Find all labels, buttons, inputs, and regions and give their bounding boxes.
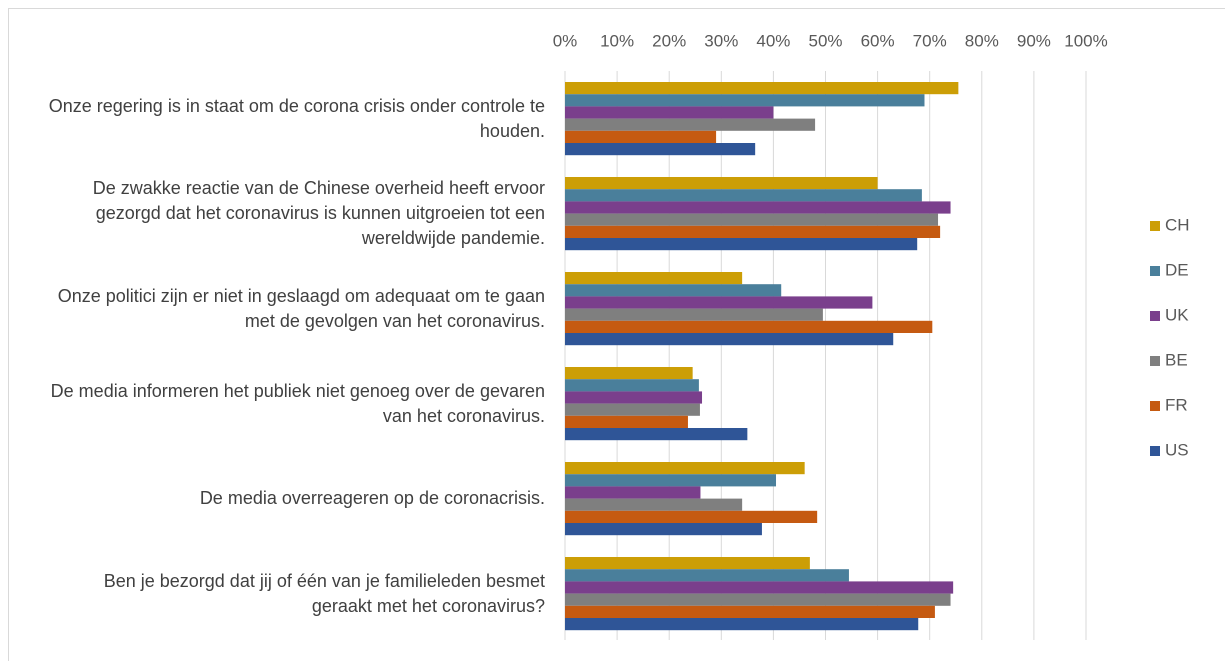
x-tick-label: 40% bbox=[756, 31, 790, 50]
x-tick-label: 80% bbox=[965, 31, 999, 50]
bar bbox=[565, 403, 700, 416]
bar bbox=[565, 118, 816, 131]
bar bbox=[565, 82, 959, 95]
bar bbox=[565, 296, 873, 309]
chart-frame bbox=[8, 8, 1225, 661]
bar bbox=[565, 510, 818, 523]
legend-label: CH bbox=[1165, 215, 1190, 234]
bar bbox=[565, 605, 935, 618]
legend-label: DE bbox=[1165, 260, 1189, 279]
bar bbox=[565, 379, 699, 392]
legend-swatch bbox=[1150, 311, 1160, 321]
x-tick-label: 10% bbox=[600, 31, 634, 50]
legend-swatch bbox=[1150, 356, 1160, 366]
x-tick-label: 100% bbox=[1064, 31, 1107, 50]
bar bbox=[565, 557, 810, 570]
bar bbox=[565, 130, 717, 143]
legend-swatch bbox=[1150, 446, 1160, 456]
x-tick-label: 50% bbox=[808, 31, 842, 50]
legend-swatch bbox=[1150, 221, 1160, 231]
bar bbox=[565, 189, 922, 202]
x-tick-label: 20% bbox=[652, 31, 686, 50]
category-label: Onze regering is in staat om de corona c… bbox=[48, 95, 545, 141]
x-tick-label: 60% bbox=[861, 31, 895, 50]
category-label: De zwakke reactie van de Chinese overhei… bbox=[92, 178, 545, 248]
bar bbox=[565, 201, 951, 214]
bar bbox=[565, 474, 777, 487]
bar bbox=[565, 486, 701, 499]
x-tick-label: 0% bbox=[553, 31, 578, 50]
legend-swatch bbox=[1150, 266, 1160, 276]
bar bbox=[565, 238, 918, 251]
bar bbox=[565, 367, 693, 380]
category-label: De media informeren het publiek niet gen… bbox=[50, 380, 545, 426]
bar bbox=[565, 272, 743, 285]
category-label: De media overreageren op de coronacrisis… bbox=[199, 488, 545, 508]
bar bbox=[565, 391, 703, 404]
bar bbox=[565, 498, 743, 511]
bar bbox=[565, 618, 919, 631]
bar bbox=[565, 284, 782, 297]
bar bbox=[565, 308, 823, 321]
bar bbox=[565, 523, 762, 536]
bar bbox=[565, 213, 939, 226]
bar bbox=[565, 428, 748, 441]
bar bbox=[565, 225, 941, 238]
category-label: Ben je bezorgd dat jij of één van je fam… bbox=[103, 570, 545, 616]
category-label: Onze politici zijn er niet in geslaagd o… bbox=[57, 285, 545, 331]
bar bbox=[565, 177, 878, 190]
x-tick-label: 30% bbox=[704, 31, 738, 50]
bar bbox=[565, 106, 774, 119]
legend-label: US bbox=[1165, 440, 1189, 459]
bar bbox=[565, 581, 954, 594]
bar bbox=[565, 333, 894, 346]
bar bbox=[565, 94, 925, 107]
x-tick-label: 90% bbox=[1017, 31, 1051, 50]
bar bbox=[565, 593, 951, 606]
bar bbox=[565, 143, 756, 156]
legend-label: FR bbox=[1165, 395, 1188, 414]
bar bbox=[565, 569, 849, 582]
bar bbox=[565, 415, 688, 428]
legend-label: BE bbox=[1165, 350, 1188, 369]
x-tick-label: 70% bbox=[913, 31, 947, 50]
legend-swatch bbox=[1150, 401, 1160, 411]
bar bbox=[565, 320, 933, 333]
legend-label: UK bbox=[1165, 305, 1189, 324]
bar bbox=[565, 462, 805, 475]
